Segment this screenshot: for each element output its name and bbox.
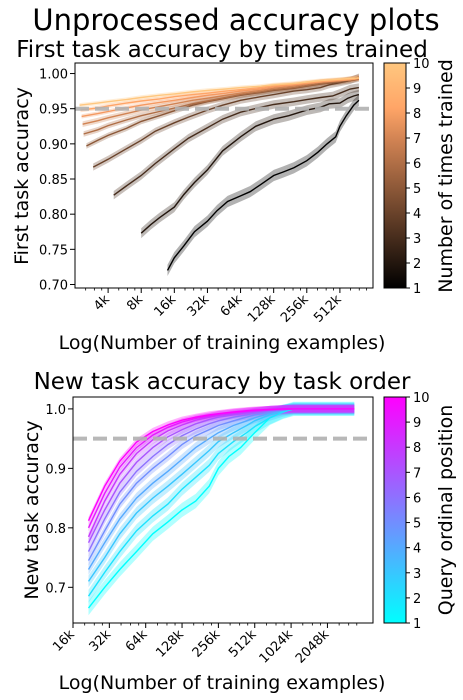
colorbar-tick-label: 1: [413, 617, 421, 632]
y-tick-label: 0.7: [45, 581, 66, 596]
colorbar-tick-label: 2: [413, 592, 421, 607]
colorbar-tick-label: 6: [413, 157, 421, 172]
y-tick-label: 0.9: [45, 462, 66, 477]
x-tick-label: 128k: [245, 292, 279, 326]
chart-first-task: First task accuracy by times trained 4k 8…: [11, 37, 457, 354]
x-tick-label: 256k: [278, 292, 312, 326]
x-tick-label: 128k: [153, 627, 187, 661]
x-axis: 4k 8k 16k 32k 64k 128k 256k 512k: [85, 288, 368, 326]
colorbar-tick-label: 8: [413, 441, 421, 456]
series-band-2: [141, 89, 359, 239]
x-axis-label: Log(Number of training examples): [59, 332, 386, 354]
x-tick-label: 32k: [87, 627, 115, 655]
x-tick-label: 32k: [185, 292, 213, 320]
y-tick-label: 1.00: [39, 68, 68, 83]
series-band-1: [167, 94, 359, 276]
plot-frame: [72, 396, 374, 624]
y-axis: 0.7 0.8 0.9 1.0: [45, 403, 73, 596]
colorbar-tick-label: 10: [413, 57, 430, 72]
colorbar-tick-label: 10: [413, 391, 430, 406]
series-line-3: [113, 86, 360, 196]
plot-frame: [74, 62, 374, 289]
series-band-6: [83, 74, 359, 137]
plot-area: [75, 63, 373, 288]
x-tick-label: 64k: [123, 627, 151, 655]
x-axis-label: Log(Number of training examples): [59, 672, 386, 694]
x-tick-label: 512k: [226, 627, 260, 661]
colorbar-tick-label: 7: [413, 132, 421, 147]
x-tick-label: 2048k: [293, 627, 333, 667]
colorbar-tick-label: 8: [413, 107, 421, 122]
series-line-10: [87, 408, 355, 521]
x-tick-label: 16k: [152, 292, 180, 320]
series-line-2: [87, 408, 355, 597]
colorbar-tick-label: 9: [413, 416, 421, 431]
colorbar-tick-label: 5: [413, 517, 421, 532]
colorbar-label: Query ordinal position: [435, 405, 457, 615]
colorbar-tick-label: 4: [413, 542, 421, 557]
x-tick-label: 1024k: [257, 627, 297, 667]
y-axis-label: First task accuracy: [11, 87, 33, 265]
colorbar-tick-label: 7: [413, 466, 421, 481]
series-line-6: [83, 76, 360, 135]
x-tick-label: 8k: [124, 292, 146, 314]
colorbar-ticks: 1 2 3 4 5 6 7 8 9 10: [406, 57, 430, 297]
colorbar-tick-label: 4: [413, 207, 421, 222]
series-line-4: [92, 76, 360, 168]
chart-new-task: New task accuracy by task order 16k 32k 64…: [21, 369, 457, 694]
colorbar-tick-label: 9: [413, 82, 421, 97]
y-tick-label: 0.95: [39, 103, 68, 118]
y-axis-label: New task accuracy: [21, 420, 43, 599]
y-axis: 0.70 0.75 0.80 0.85 0.90 0.95 1.00: [39, 68, 75, 293]
y-tick-label: 0.70: [39, 278, 68, 293]
colorbar-tick-label: 2: [413, 257, 421, 272]
figure-title: Unprocessed accuracy plots: [32, 3, 439, 37]
series-line-2: [140, 93, 360, 234]
colorbar-tick-label: 3: [413, 232, 421, 247]
y-tick-label: 0.90: [39, 138, 68, 153]
colorbar: [383, 62, 407, 289]
y-tick-label: 0.85: [39, 173, 68, 188]
colorbar-ticks: 1 2 3 4 5 6 7 8 9 10: [406, 391, 430, 632]
x-tick-label: 64k: [218, 292, 246, 320]
chart-title: New task accuracy by task order: [34, 369, 411, 395]
colorbar: [383, 396, 407, 624]
x-tick-label: 4k: [91, 292, 113, 314]
plot-area: [73, 397, 373, 623]
colorbar-tick-label: 3: [413, 567, 421, 582]
y-tick-label: 0.80: [39, 208, 68, 223]
x-tick-label: 16k: [50, 627, 78, 655]
series-line-1: [166, 99, 360, 271]
colorbar-label: Number of times trained: [435, 59, 457, 293]
colorbar-tick-label: 1: [413, 282, 421, 297]
y-tick-label: 0.75: [39, 243, 68, 258]
y-tick-label: 1.0: [45, 403, 66, 418]
x-tick-label: 256k: [190, 627, 224, 661]
series-line-10: [79, 77, 359, 106]
x-tick-label: 512k: [311, 292, 345, 326]
series-band-4: [88, 403, 355, 575]
y-tick-label: 0.8: [45, 522, 66, 537]
colorbar-tick-label: 6: [413, 491, 421, 506]
chart-title: First task accuracy by times trained: [16, 37, 428, 63]
colorbar-tick-label: 5: [413, 182, 421, 197]
